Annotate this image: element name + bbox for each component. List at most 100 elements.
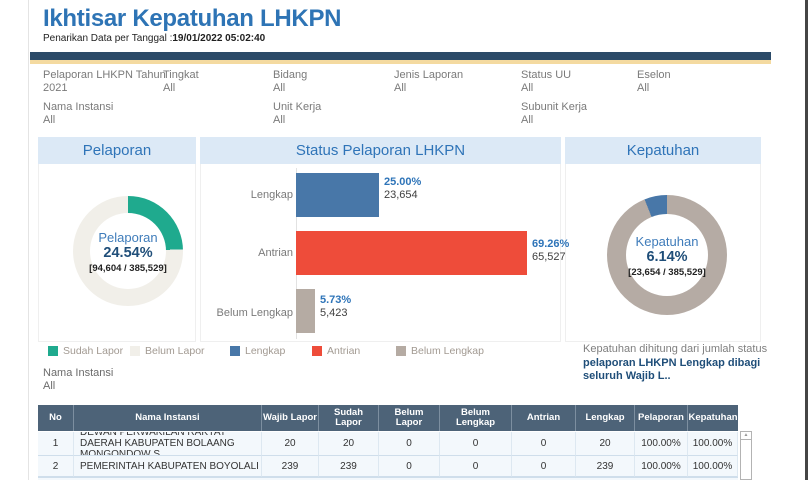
cell-kepatuhan: 100.00% <box>688 432 738 456</box>
bar-category-belum-lengkap: Belum Lengkap <box>216 307 293 319</box>
filter-label: Bidang <box>273 69 308 81</box>
header-divider-gold <box>30 60 771 64</box>
cell-belum-lapor: 0 <box>379 432 440 456</box>
legend-item-antrian[interactable]: Antrian <box>312 345 360 357</box>
cell-antrian: 0 <box>512 456 576 477</box>
filter-label: Unit Kerja <box>273 101 322 113</box>
cell-belum-lengkap: 0 <box>440 432 512 456</box>
cell-belum-lapor: 0 <box>379 456 440 477</box>
filter-eselon[interactable]: Eselon All <box>637 69 671 95</box>
bar-count-label: 5,423 <box>320 307 348 319</box>
filter-value[interactable]: All <box>521 114 534 126</box>
cell-pelaporan: 100.00% <box>635 432 688 456</box>
filter-label: Eselon <box>637 69 671 81</box>
bar-category-lengkap: Lengkap <box>250 189 293 201</box>
kepatuhan-note: Kepatuhan dihitung dari jumlah status pe… <box>583 343 781 384</box>
col-header-sudah-lapor[interactable]: Sudah Lapor <box>319 405 379 431</box>
filter-value[interactable]: All <box>394 82 407 94</box>
legend-label: Antrian <box>327 345 361 357</box>
col-header-belum-lengkap[interactable]: Belum Lengkap <box>440 405 512 431</box>
filter-value[interactable]: All <box>521 82 534 94</box>
legend-item-belum-lengkap[interactable]: Belum Lengkap <box>396 345 484 357</box>
bar-count-label: 23,654 <box>384 189 418 201</box>
filter-status-uu[interactable]: Status UU All <box>521 69 571 95</box>
col-header-wajib-lapor[interactable]: Wajib Lapor <box>262 405 319 431</box>
legend-label: Lengkap <box>245 345 286 357</box>
table-scrollbar[interactable]: ▲ <box>740 431 752 480</box>
donut-hole <box>626 214 708 296</box>
header-divider-navy <box>30 52 771 60</box>
bar-value-belum-lengkap: 5.73% 5,423 <box>320 294 351 320</box>
cell-lengkap: 239 <box>576 456 635 477</box>
bar-pct-label: 25.00% <box>384 176 422 188</box>
pelaporan-donut-center-label: Pelaporan 24.54% [94,604 / 385,529] <box>53 230 203 275</box>
col-header-kepatuhan[interactable]: Kepatuhan <box>688 411 738 423</box>
bar-antrian[interactable] <box>296 231 527 275</box>
panel-header-kepatuhan: Kepatuhan <box>565 137 761 164</box>
filter-label: Pelaporan LHKPN Tahun <box>43 69 166 81</box>
cell-belum-lengkap: 0 <box>440 456 512 477</box>
col-header-nama-instansi[interactable]: Nama Instansi <box>74 405 262 431</box>
table-header-row: No Nama Instansi Wajib Lapor Sudah Lapor… <box>38 405 738 432</box>
filter-tingkat[interactable]: Tingkat All <box>163 69 199 95</box>
donut-hole <box>90 213 166 289</box>
table-row[interactable]: 1 DEWAN PERWAKILAN RAKYAT DAERAH KABUPAT… <box>38 432 738 456</box>
filter-pelaporan-tahun[interactable]: Pelaporan LHKPN Tahun 2021 <box>43 69 166 95</box>
scroll-up-icon[interactable]: ▲ <box>741 432 751 440</box>
donut-title: Pelaporan <box>98 230 158 245</box>
col-header-belum-lapor[interactable]: Belum Lapor <box>379 405 440 431</box>
filter-nama-instansi[interactable]: Nama Instansi All <box>43 101 113 127</box>
filter-value[interactable]: All <box>273 114 286 126</box>
filter-jenis-laporan[interactable]: Jenis Laporan All <box>394 69 463 95</box>
col-header-no[interactable]: No <box>38 405 74 431</box>
cell-no: 2 <box>38 456 74 477</box>
filter-unit-kerja[interactable]: Unit Kerja All <box>273 101 321 127</box>
donut-fraction: [23,654 / 385,529] <box>628 267 706 278</box>
filter-label: Jenis Laporan <box>394 69 464 81</box>
filter-subunit-kerja[interactable]: Subunit Kerja All <box>521 101 587 127</box>
data-refresh-timestamp: Penarikan Data per Tanggal :19/01/2022 0… <box>43 33 265 44</box>
kepatuhan-donut-chart[interactable] <box>607 195 727 315</box>
col-header-pelaporan[interactable]: Pelaporan <box>635 405 688 431</box>
cell-pelaporan: 100.00% <box>635 456 688 477</box>
cell-wajib-lapor: 20 <box>262 432 319 456</box>
legend-swatch <box>48 346 58 356</box>
cell-no: 1 <box>38 432 74 456</box>
filter-value[interactable]: All <box>273 82 286 94</box>
filter-value[interactable]: All <box>43 114 56 126</box>
cell-sudah-lapor: 239 <box>319 456 379 477</box>
legend-label: Sudah Lapor <box>63 345 124 357</box>
nama-instansi-slicer[interactable]: Nama Instansi All <box>43 367 113 393</box>
window-edge-line <box>805 0 808 480</box>
instansi-table: No Nama Instansi Wajib Lapor Sudah Lapor… <box>38 405 738 480</box>
filter-label: Tingkat <box>163 69 199 81</box>
filter-value[interactable]: All <box>163 82 176 94</box>
table-row[interactable]: 2 PEMERINTAH KABUPATEN BOYOLALI 239 239 … <box>38 456 738 477</box>
cell-antrian: 0 <box>512 432 576 456</box>
filter-bidang[interactable]: Bidang All <box>273 69 307 95</box>
filter-label: Nama Instansi <box>43 101 114 113</box>
filter-label: Status UU <box>521 69 572 81</box>
slicer-value[interactable]: All <box>43 380 56 392</box>
filter-value[interactable]: 2021 <box>43 82 68 94</box>
legend-item-belum-lapor[interactable]: Belum Lapor <box>130 345 205 357</box>
bar-belum-lengkap[interactable] <box>296 289 315 333</box>
donut-title: Kepatuhan <box>635 234 699 249</box>
bar-pct-label: 5.73% <box>320 294 352 306</box>
timestamp-label: Penarikan Data per Tanggal : <box>43 33 173 44</box>
kepatuhan-donut-center-label: Kepatuhan 6.14% [23,654 / 385,529] <box>592 234 742 279</box>
legend-item-sudah-lapor[interactable]: Sudah Lapor <box>48 345 123 357</box>
bar-lengkap[interactable] <box>296 173 379 217</box>
col-header-antrian[interactable]: Antrian <box>512 405 576 431</box>
filter-value[interactable]: All <box>637 82 650 94</box>
page-title: Ikhtisar Kepatuhan LHKPN <box>43 5 342 32</box>
note-normal-text: Kepatuhan dihitung dari jumlah status <box>583 343 768 355</box>
pelaporan-donut-chart[interactable] <box>73 196 183 306</box>
slicer-label: Nama Instansi <box>43 367 114 379</box>
legend-label: Belum Lengkap <box>411 345 484 357</box>
legend-swatch <box>396 346 406 356</box>
legend-swatch <box>230 346 240 356</box>
col-header-lengkap[interactable]: Lengkap <box>576 405 635 431</box>
legend-item-lengkap[interactable]: Lengkap <box>230 345 285 357</box>
